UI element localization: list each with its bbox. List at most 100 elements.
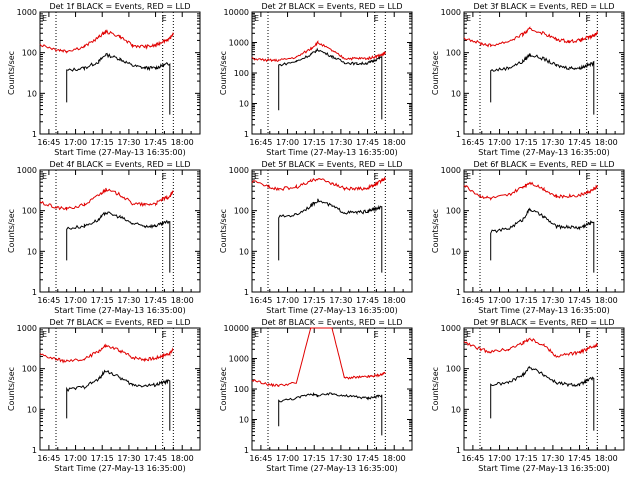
series-lld-line [463,337,598,358]
plot-frame [251,327,413,451]
x-tick-label: 17:00 [488,296,511,305]
eclipse-marker-right: E [162,330,167,339]
y-axis-label: Counts/sec [219,51,228,95]
eclipse-marker-left: E [466,330,471,339]
x-tick-label: 18:00 [595,296,618,305]
y-axis-label: Counts/sec [7,367,16,411]
panel-title: Det 7f BLACK = Events, RED = LLD [49,318,190,327]
panel-det-7: Det 7f BLACK = Events, RED = LLD 1 10 100 10… [7,318,201,473]
x-tick-label: 16:45 [37,138,60,147]
y-axis-label: Counts/sec [219,209,228,253]
x-tick-label: 17:00 [64,454,87,463]
x-tick-label: 18:00 [171,454,194,463]
y-tick-label: 1000 [17,324,37,333]
x-tick-label: 17:00 [276,138,299,147]
eclipse-marker-right: E [374,14,379,23]
x-tick-label: 17:45 [356,296,379,305]
y-tick-label: 10000 [224,324,249,333]
x-tick-label: 17:00 [488,138,511,147]
x-tick-label: 18:00 [383,296,406,305]
x-tick-label: 17:30 [329,454,352,463]
y-tick-label: 10 [239,416,249,425]
x-axis-label: Start Time (27-May-13 16:35:00) [54,148,185,157]
series-lld-line [251,177,386,192]
x-tick-label: 17:00 [276,454,299,463]
x-tick-label: 16:45 [461,138,484,147]
y-tick-label: 100 [446,49,461,58]
x-tick-label: 17:30 [117,138,140,147]
plot-frame [39,11,201,135]
x-axis-label: Start Time (27-May-13 16:35:00) [478,464,609,473]
x-axis-label: Start Time (27-May-13 16:35:00) [266,464,397,473]
x-axis-label: Start Time (27-May-13 16:35:00) [54,464,185,473]
panel-det-1: Det 1f BLACK = Events, RED = LLD 1 10 100 10… [7,2,201,157]
y-tick-label: 10 [451,89,461,98]
series-events-line [66,369,171,431]
panel-title: Det 9f BLACK = Events, RED = LLD [473,318,614,327]
eclipse-marker-left: E [42,172,47,181]
y-tick-label: 1 [456,288,461,297]
series-lld-line [251,327,386,388]
x-tick-label: 16:45 [461,454,484,463]
x-tick-label: 17:45 [144,454,167,463]
x-tick-label: 18:00 [383,138,406,147]
y-axis-label: Counts/sec [431,209,440,253]
y-tick-label: 1000 [441,166,461,175]
x-tick-label: 17:15 [515,138,538,147]
y-tick-label: 1 [456,446,461,455]
x-tick-label: 17:15 [515,454,538,463]
y-tick-label: 1 [244,288,249,297]
panel-det-6: Det 6f BLACK = Events, RED = LLD 1 10 100 10… [431,160,625,315]
eclipse-marker-right: E [586,14,591,23]
panel-title: Det 2f BLACK = Events, RED = LLD [261,2,402,11]
y-tick-label: 1000 [17,8,37,17]
x-tick-label: 18:00 [171,296,194,305]
y-tick-label: 100 [234,69,249,78]
y-tick-label: 100 [234,207,249,216]
series-events-line [490,207,595,273]
x-tick-label: 16:45 [249,454,272,463]
y-tick-label: 10 [239,100,249,109]
x-tick-label: 17:30 [541,454,564,463]
y-tick-label: 100 [446,207,461,216]
x-tick-label: 17:30 [117,296,140,305]
y-tick-label: 10 [27,405,37,414]
x-axis-label: Start Time (27-May-13 16:35:00) [266,306,397,315]
y-tick-label: 1 [456,130,461,139]
x-tick-label: 16:45 [37,454,60,463]
y-tick-label: 100 [22,207,37,216]
panel-det-3: Det 3f BLACK = Events, RED = LLD 1 10 100 10… [431,2,625,157]
x-tick-label: 17:30 [329,138,352,147]
y-axis-label: Counts/sec [219,367,228,411]
y-tick-label: 1000 [441,324,461,333]
x-tick-label: 17:45 [568,138,591,147]
x-axis-label: Start Time (27-May-13 16:35:00) [54,306,185,315]
y-axis-label: Counts/sec [431,367,440,411]
y-axis-label: Counts/sec [431,51,440,95]
plot-frame [463,11,625,135]
y-tick-label: 1000 [17,166,37,175]
y-tick-label: 10 [451,405,461,414]
series-lld-line [463,181,598,201]
y-tick-label: 100 [234,385,249,394]
y-tick-label: 100 [22,365,37,374]
series-lld-line [39,29,174,54]
series-events-line [278,47,383,120]
x-tick-label: 17:30 [541,296,564,305]
y-tick-label: 10 [451,247,461,256]
series-lld-line [251,40,386,63]
panel-det-9: Det 9f BLACK = Events, RED = LLD 1 10 100 10… [431,318,625,473]
x-tick-label: 17:15 [91,138,114,147]
eclipse-marker-left: E [254,14,259,23]
panel-title: Det 4f BLACK = Events, RED = LLD [49,160,190,169]
panel-title: Det 5f BLACK = Events, RED = LLD [261,160,402,169]
x-tick-label: 16:45 [37,296,60,305]
eclipse-marker-right: E [586,330,591,339]
eclipse-marker-left: E [42,330,47,339]
x-tick-label: 17:00 [64,296,87,305]
y-tick-label: 10 [27,89,37,98]
x-tick-label: 17:45 [356,454,379,463]
x-tick-label: 17:00 [276,296,299,305]
x-tick-label: 18:00 [595,454,618,463]
